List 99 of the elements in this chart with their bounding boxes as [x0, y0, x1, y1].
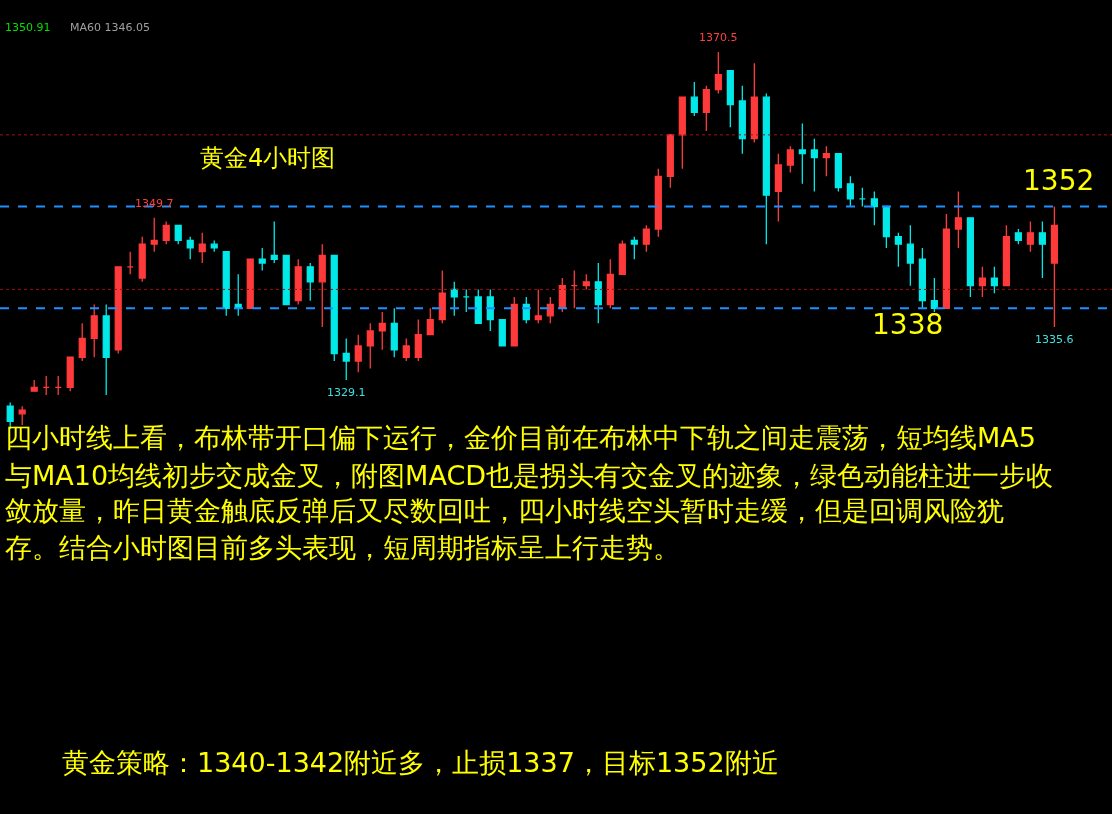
candlestick	[966, 217, 974, 298]
candlestick	[690, 81, 698, 117]
candlestick	[762, 92, 770, 245]
text: 与MA10均线初步交成金叉，附图MACD也是拐头有交金叉的迹象，绿色动能柱进一步收	[5, 460, 1054, 491]
candlestick	[54, 375, 62, 396]
candlestick	[330, 254, 338, 362]
candlestick	[930, 277, 938, 313]
candlestick	[894, 232, 902, 268]
candlestick	[882, 205, 890, 249]
candlestick	[786, 145, 794, 174]
candlestick	[414, 318, 422, 362]
candlestick	[1026, 220, 1034, 253]
candlestick	[822, 145, 830, 177]
candlestick	[546, 296, 554, 324]
candlestick	[186, 235, 194, 260]
candlestick	[594, 262, 602, 324]
candlestick	[306, 262, 314, 302]
candlestick	[294, 258, 302, 306]
candlestick	[270, 220, 278, 264]
candlestick	[1002, 224, 1010, 287]
text: 存。结合小时图目前多头表现，短周期指标呈上行走势。	[5, 532, 680, 563]
text: 黄金4小时图	[200, 144, 336, 173]
candlestick	[978, 266, 986, 298]
text: 敛放量，昨日黄金触底反弹后又尽数回吐，四小时线空头暂时走缓，但是回调风险犹	[5, 495, 1004, 526]
candlestick	[1038, 220, 1046, 279]
candlestick	[942, 213, 950, 309]
candlestick	[258, 247, 266, 272]
text: 黄金策略：1340-1342附近多，止损1337，目标1352附近	[62, 747, 779, 778]
candlestick	[18, 405, 26, 426]
candlestick	[726, 70, 734, 128]
candlestick	[666, 134, 674, 189]
candlestick	[1014, 228, 1022, 245]
candlestick	[534, 288, 542, 324]
candlestick	[570, 269, 578, 309]
candlestick	[954, 190, 962, 249]
candlestick	[66, 356, 74, 392]
candlestick	[342, 337, 350, 381]
candlestick	[462, 288, 470, 313]
candlestick	[1050, 205, 1058, 328]
candlestick	[114, 266, 122, 355]
candlestick	[354, 334, 362, 373]
candlestick	[438, 269, 446, 324]
candlestick	[426, 307, 434, 336]
candlestick	[282, 254, 290, 306]
candlestick	[606, 258, 614, 309]
candlestick	[498, 318, 506, 347]
candlestick	[738, 85, 746, 155]
candlestick	[750, 62, 758, 144]
candlestick	[510, 296, 518, 347]
candlestick	[582, 273, 590, 291]
candlestick	[858, 186, 866, 208]
annotation: 四小时线上看，布林带开口偏下运行，金价目前在布林中下轨之间走震荡，短均线MA5	[5, 422, 1036, 453]
text: 1350.91	[5, 21, 51, 34]
candlestick	[42, 375, 50, 396]
candlestick	[486, 288, 494, 332]
candlestick	[642, 224, 650, 253]
candlestick	[234, 273, 242, 317]
candlestick	[918, 247, 926, 309]
candlestick	[654, 168, 662, 238]
candlestick	[246, 258, 254, 309]
candlestick	[990, 266, 998, 294]
text: MA60 1346.05	[70, 21, 150, 34]
candlestick	[222, 251, 230, 317]
candlestick	[210, 239, 218, 253]
annotation: 1338	[872, 308, 944, 341]
candlestick	[906, 224, 914, 287]
candlestick	[714, 51, 722, 95]
candlestick	[102, 303, 110, 396]
annotation: 1349.7	[135, 197, 174, 210]
candlestick	[78, 322, 86, 362]
candlestick	[90, 303, 98, 358]
candlestick	[774, 153, 782, 223]
annotation: 1329.1	[327, 386, 366, 399]
candlestick	[618, 239, 626, 275]
candlestick	[798, 122, 806, 185]
candlestick	[138, 235, 146, 283]
candlestick	[198, 232, 206, 264]
candlestick	[870, 190, 878, 226]
candlestick	[390, 307, 398, 358]
candlestick	[174, 224, 182, 245]
annotation: 1352	[1023, 164, 1095, 197]
candlestick	[810, 137, 818, 193]
candlestick	[162, 220, 170, 245]
candlestick	[378, 311, 386, 351]
candlestick	[126, 251, 134, 275]
candlestick	[678, 96, 686, 170]
annotation: 1370.5	[699, 31, 738, 44]
candlestick	[630, 235, 638, 260]
candlestick	[846, 175, 854, 208]
candlestick	[30, 379, 38, 392]
candlestick	[318, 243, 326, 328]
candlestick	[834, 153, 842, 193]
candlestick	[366, 322, 374, 370]
candlestick	[450, 281, 458, 317]
candlestick	[402, 337, 410, 362]
candlestick	[474, 288, 482, 324]
candlestick	[150, 217, 158, 253]
annotation: 1335.6	[1035, 333, 1074, 346]
candlestick	[702, 85, 710, 132]
